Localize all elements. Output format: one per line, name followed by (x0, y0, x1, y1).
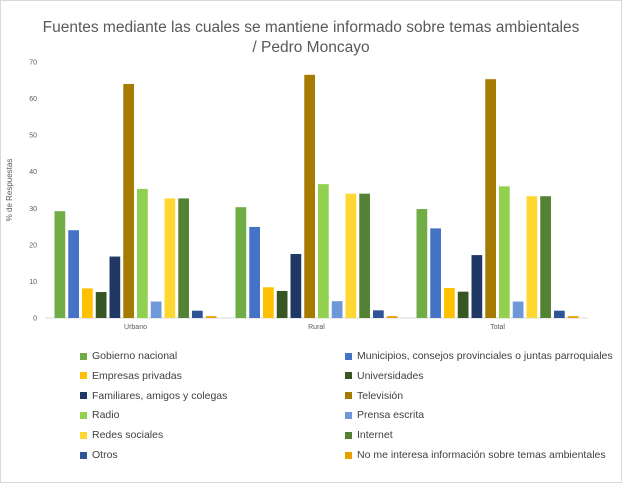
y-tick-label: 20 (29, 242, 37, 249)
bar-urbano-12 (205, 316, 217, 318)
bar-total-5 (471, 255, 483, 318)
bar-urbano-6 (123, 83, 134, 318)
bar-total-9 (526, 196, 538, 318)
bar-rural-7 (318, 184, 329, 318)
chart-title: Fuentes mediante las cuales se mantiene … (42, 19, 580, 56)
bar-rural-5 (290, 254, 302, 318)
bar-urbano-4 (95, 292, 107, 318)
y-tick-label: 70 (29, 60, 37, 67)
y-axis-label: % de Respuestas (5, 159, 14, 222)
bar-rural-9 (345, 193, 357, 318)
bar-rural-2 (249, 226, 260, 318)
y-tick-label: 30 (29, 206, 37, 213)
bar-urbano-8 (150, 301, 162, 318)
bar-rural-1 (235, 207, 247, 318)
bar-total-8 (512, 301, 524, 318)
y-tick-label: 60 (29, 96, 37, 103)
bar-rural-10 (359, 193, 370, 318)
bar-urbano-11 (192, 310, 203, 318)
bar-total-4 (457, 291, 469, 318)
bar-rural-3 (263, 287, 274, 318)
bar-urbano-3 (82, 288, 93, 318)
bar-urbano-1 (54, 211, 66, 318)
y-tick-label: 50 (29, 133, 37, 140)
bar-urbano-7 (137, 188, 148, 318)
bar-urbano-9 (164, 198, 176, 318)
bar-total-7 (499, 186, 510, 318)
bar-total-3 (444, 288, 455, 318)
bar-total-10 (540, 196, 551, 318)
bar-total-2 (430, 228, 441, 318)
bar-urbano-10 (178, 198, 189, 318)
bar-total-1 (416, 209, 428, 318)
y-tick-label: 40 (29, 169, 37, 176)
bar-urbano-5 (109, 256, 121, 318)
y-tick-label: 10 (29, 279, 37, 286)
bar-total-12 (567, 316, 579, 318)
x-tick-label: Total (490, 324, 505, 331)
bar-rural-8 (331, 301, 343, 318)
bar-total-11 (554, 310, 565, 318)
y-tick-label: 0 (33, 316, 37, 323)
bar-rural-11 (373, 310, 384, 318)
bar-urbano-2 (68, 230, 79, 318)
bar-rural-12 (386, 316, 398, 318)
bar-rural-4 (276, 290, 288, 318)
bar-rural-6 (304, 74, 315, 318)
x-tick-label: Rural (308, 324, 325, 331)
bar-total-6 (485, 79, 496, 318)
x-tick-label: Urbano (124, 324, 147, 331)
